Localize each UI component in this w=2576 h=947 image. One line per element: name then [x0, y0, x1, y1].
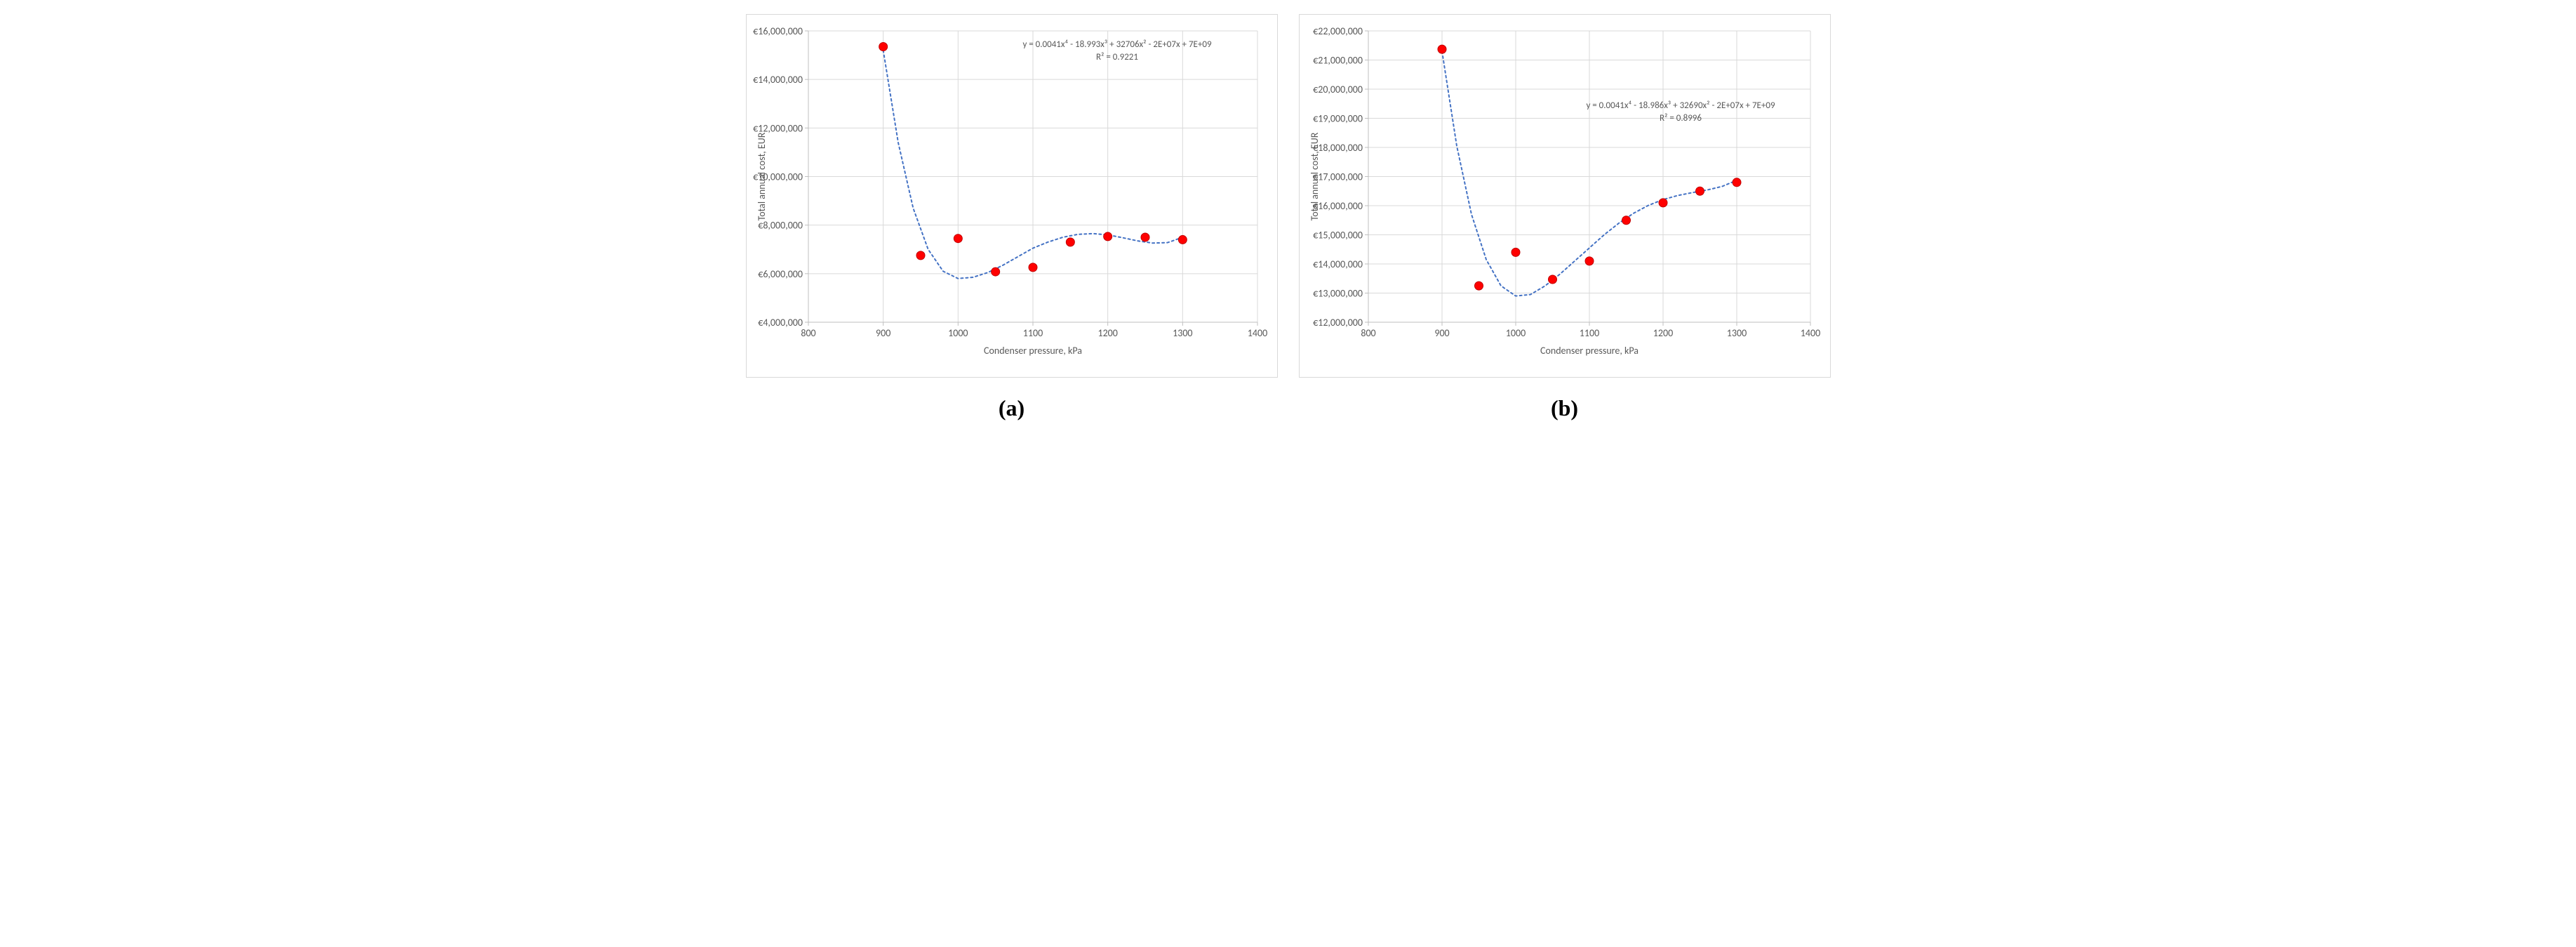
svg-text:€6,000,000: €6,000,000 [758, 268, 803, 280]
y-axis-label: Total annual cost, EUR [1309, 132, 1321, 220]
chart-a-box: 800 900 1000 1100 1200 1300 1400 €4,000,000 €6,0… [746, 14, 1278, 378]
svg-text:1100: 1100 [1579, 327, 1599, 339]
svg-text:1400: 1400 [1800, 327, 1820, 339]
svg-text:800: 800 [1361, 327, 1375, 339]
chart-svg: 800 900 1000 1100 1200 1300 1400 €12,000,000 €13… [1305, 20, 1824, 371]
data-point [1066, 238, 1074, 246]
svg-text:900: 900 [876, 327, 890, 339]
data-point [1029, 263, 1037, 272]
y-axis-label: Total annual cost, EUR [756, 132, 768, 220]
data-point [916, 251, 925, 260]
equation-text: y = 0.0041x⁴ - 18.986x³ + 32690x² - 2E+0… [1586, 100, 1775, 111]
chart-b-wrapper: 800 900 1000 1100 1200 1300 1400 €12,000,000 €13… [1299, 14, 1831, 421]
chart-a-wrapper: 800 900 1000 1100 1200 1300 1400 €4,000,000 €6,0… [746, 14, 1278, 421]
svg-text:€19,000,000: €19,000,000 [1313, 113, 1363, 125]
data-point [1178, 235, 1187, 244]
svg-text:€14,000,000: €14,000,000 [753, 74, 803, 86]
chart-svg: 800 900 1000 1100 1200 1300 1400 €4,000,000 €6,0… [752, 20, 1272, 371]
data-point [1474, 282, 1483, 290]
svg-text:€12,000,000: €12,000,000 [1313, 317, 1363, 329]
chart-a: 800 900 1000 1100 1200 1300 1400 €4,000,000 €6,0… [752, 20, 1272, 371]
svg-text:1000: 1000 [948, 327, 968, 339]
data-point [1548, 275, 1556, 284]
svg-text:€21,000,000: €21,000,000 [1313, 55, 1363, 67]
svg-text:€16,000,000: €16,000,000 [753, 25, 803, 37]
data-point [1438, 45, 1446, 53]
svg-text:1300: 1300 [1173, 327, 1192, 339]
svg-text:1300: 1300 [1726, 327, 1746, 339]
data-point [1733, 178, 1741, 187]
data-point [1141, 233, 1149, 241]
chart-b: 800 900 1000 1100 1200 1300 1400 €12,000,000 €13… [1305, 20, 1824, 371]
svg-text:€15,000,000: €15,000,000 [1313, 230, 1363, 241]
data-point [1585, 257, 1594, 265]
chart-a-caption: (a) [999, 395, 1025, 421]
data-point [1103, 232, 1112, 241]
equation-text: y = 0.0041x⁴ - 18.993x³ + 32706x² - 2E+0… [1022, 39, 1212, 50]
data-point [1695, 187, 1704, 195]
svg-text:900: 900 [1434, 327, 1449, 339]
r-squared-text: R² = 0.9221 [1095, 52, 1137, 62]
svg-text:1100: 1100 [1022, 327, 1042, 339]
data-point [1511, 248, 1520, 256]
svg-text:1200: 1200 [1653, 327, 1672, 339]
chart-b-caption: (b) [1551, 395, 1578, 421]
data-point [1622, 216, 1630, 225]
chart-b-box: 800 900 1000 1100 1200 1300 1400 €12,000,000 €13… [1299, 14, 1831, 378]
data-point [879, 42, 887, 51]
svg-text:€20,000,000: €20,000,000 [1313, 84, 1363, 95]
data-point [954, 234, 962, 243]
svg-text:€13,000,000: €13,000,000 [1313, 288, 1363, 300]
data-point [991, 267, 999, 276]
svg-text:€22,000,000: €22,000,000 [1313, 25, 1363, 37]
svg-text:1400: 1400 [1247, 327, 1267, 339]
svg-text:1000: 1000 [1505, 327, 1525, 339]
x-axis-label: Condenser pressure, kPa [1540, 345, 1638, 357]
svg-text:1200: 1200 [1097, 327, 1117, 339]
r-squared-text: R² = 0.8996 [1659, 113, 1701, 124]
svg-text:€4,000,000: €4,000,000 [758, 317, 803, 329]
svg-text:800: 800 [801, 327, 815, 339]
svg-text:€14,000,000: €14,000,000 [1313, 258, 1363, 270]
data-point [1659, 199, 1667, 207]
x-axis-label: Condenser pressure, kPa [983, 345, 1081, 357]
